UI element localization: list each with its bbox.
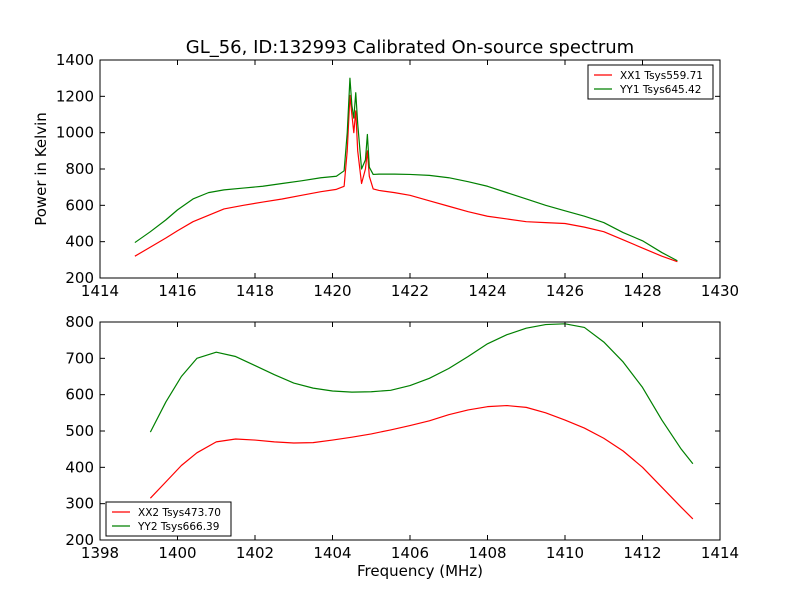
legend-box (587, 64, 714, 100)
legend-label: YY2 Tsys666.39 (137, 521, 219, 533)
x-tick-label: 1412 (623, 544, 661, 562)
bottom-panel: 1398 1400 1402 1404 1406 1408 1410 1412 1414 200 3… (65, 313, 739, 580)
y-tick-label: 1400 (56, 51, 94, 69)
series-line-yy1 (134, 77, 678, 262)
legend: XX1 Tsys559.71 YY1 Tsys645.42 (587, 64, 714, 100)
series-line-yy2 (149, 323, 694, 465)
x-tick-label: 1402 (236, 544, 274, 562)
y-tick-label: 800 (65, 160, 94, 178)
x-axis-label: Frequency (MHz) (357, 562, 483, 580)
x-tick-label: 1420 (313, 282, 351, 300)
legend-label: XX1 Tsys559.71 (620, 70, 703, 82)
x-tick-label: 1418 (236, 282, 274, 300)
x-tick-label: 1414 (701, 544, 739, 562)
x-tick-label: 1426 (546, 282, 584, 300)
legend-box (105, 501, 232, 537)
series-line-xx1 (134, 94, 678, 263)
x-tick-label: 1428 (623, 282, 661, 300)
x-tick-label: 1406 (391, 544, 429, 562)
top-panel: 1414 1416 1418 1420 1422 1424 1426 1428 1430 200 4… (32, 51, 739, 300)
y-tick-label: 200 (65, 531, 94, 549)
x-tick-label: 1400 (158, 544, 196, 562)
x-tick-label: 1398 (81, 544, 119, 562)
x-tick-label: 1414 (81, 282, 119, 300)
y-tick-label: 1200 (56, 87, 94, 105)
y-tick-label: 300 (65, 495, 94, 513)
chart-title: GL_56, ID:132993 Calibrated On-source sp… (186, 37, 634, 58)
y-tick-label: 1000 (56, 124, 94, 142)
x-tick-label: 1416 (158, 282, 196, 300)
legend-label: YY1 Tsys645.42 (619, 84, 701, 96)
x-tick-label: 1408 (468, 544, 506, 562)
x-tick-label: 1422 (391, 282, 429, 300)
series-line-xx2 (149, 404, 694, 520)
x-tick-label: 1430 (701, 282, 739, 300)
y-axis-label: Power in Kelvin (32, 112, 50, 226)
y-tick-label: 400 (65, 233, 94, 251)
y-tick-label: 400 (65, 458, 94, 476)
y-tick-label: 500 (65, 422, 94, 440)
y-tick-label: 600 (65, 386, 94, 404)
x-tick-label: 1410 (546, 544, 584, 562)
legend: XX2 Tsys473.70 YY2 Tsys666.39 (105, 501, 232, 537)
legend-label: XX2 Tsys473.70 (138, 507, 221, 519)
y-tick-label: 800 (65, 313, 94, 331)
x-tick-label: 1424 (468, 282, 506, 300)
y-tick-label: 200 (65, 269, 94, 287)
y-tick-label: 700 (65, 349, 94, 367)
x-tick-label: 1404 (313, 544, 351, 562)
y-tick-label: 600 (65, 196, 94, 214)
